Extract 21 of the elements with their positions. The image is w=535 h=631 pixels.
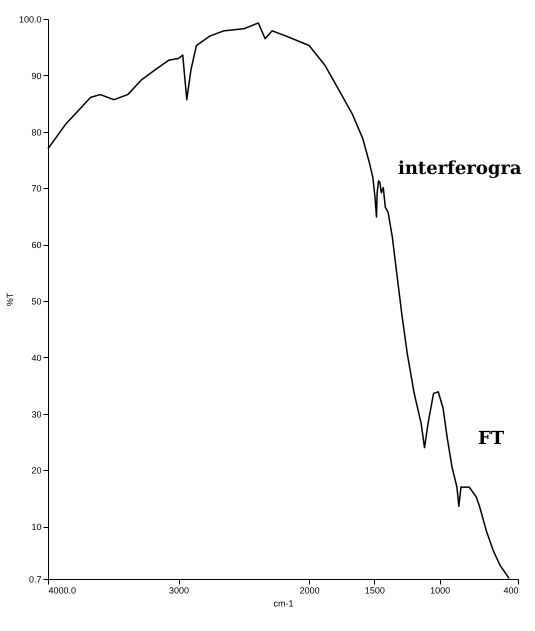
- x-tick-label: 1000: [430, 586, 450, 596]
- y-tick-label: 60: [31, 240, 42, 250]
- annotation: FT: [478, 428, 505, 449]
- x-tick-label: 2000: [300, 586, 320, 596]
- y-tick-label: 30: [31, 409, 42, 420]
- y-tick-label: 50: [31, 296, 42, 306]
- x-tick-label: 1500: [364, 586, 385, 596]
- y-tick-label: 10: [31, 522, 42, 532]
- y-tick-label: 100.0: [18, 14, 42, 24]
- y-axis-title: %T: [4, 292, 15, 306]
- y-tick-label: 20: [31, 466, 42, 476]
- y-tick-label: 40: [31, 352, 42, 363]
- y-tick-label: 70: [31, 184, 42, 194]
- x-tick-label: 3000: [169, 586, 190, 596]
- annotation: interferogra: [398, 158, 522, 179]
- x-tick-label: 4000.0: [48, 586, 76, 596]
- y-tick-label: 80: [31, 127, 42, 138]
- x-tick-label: 400: [503, 586, 518, 596]
- x-axis-title: cm-1: [274, 598, 294, 608]
- y-tick-label: 90: [31, 70, 42, 81]
- y-tick-label: 0.7: [28, 574, 42, 584]
